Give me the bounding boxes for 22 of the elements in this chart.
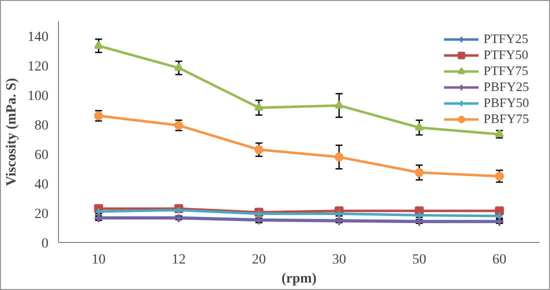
legend-label: PTFY75	[483, 63, 528, 79]
legend-label: PTFY25	[483, 31, 528, 47]
x-axis-title: (rpm)	[282, 272, 317, 286]
x-tick-label: 50	[412, 252, 426, 268]
legend-label: PBFY50	[483, 95, 529, 111]
legend-label: PBFY75	[483, 111, 529, 127]
x-tick-label: 20	[252, 252, 266, 268]
y-tick-label: 40	[34, 178, 48, 193]
x-tick-label: 12	[172, 252, 186, 268]
y-tick-label: 0	[42, 236, 48, 252]
y-tick-label: 120	[28, 60, 48, 75]
y-tick-label: 60	[34, 148, 48, 164]
legend-label: PBFY25	[483, 79, 529, 95]
y-tick-label: 20	[34, 207, 48, 222]
x-tick-label: 30	[332, 252, 346, 268]
y-tick-label: 140	[28, 30, 48, 46]
y-axis-title: Viscosity (mPa. S)	[4, 78, 20, 186]
y-tick-label: 100	[28, 89, 48, 104]
legend-label: PTFY50	[483, 47, 528, 63]
x-tick-label: 60	[492, 252, 506, 268]
y-tick-label: 80	[34, 118, 48, 134]
x-tick-label: 10	[92, 252, 106, 268]
